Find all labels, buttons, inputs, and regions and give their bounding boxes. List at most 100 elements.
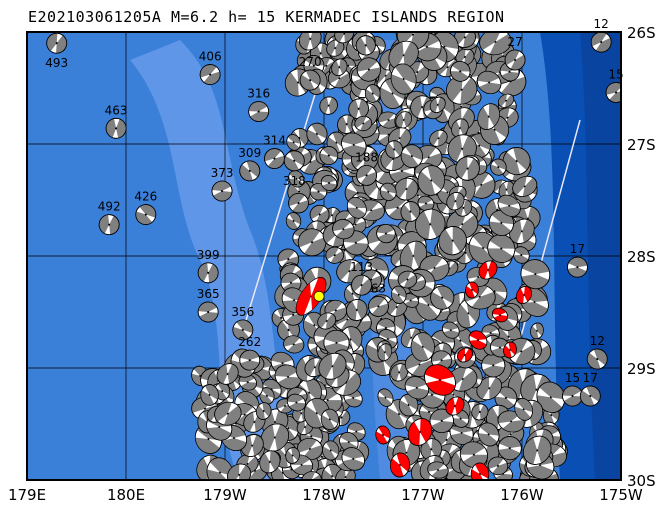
beachball [400, 201, 421, 223]
beachball [285, 212, 302, 230]
event-depth-label: 316 [247, 87, 270, 101]
beachball [283, 335, 305, 354]
beachball [356, 57, 381, 82]
beachball [309, 204, 330, 225]
beachball [477, 103, 500, 130]
event-depth-label: 188 [355, 150, 378, 164]
beachball [323, 329, 350, 356]
beachball [296, 437, 323, 461]
beachball [214, 401, 242, 426]
beachball [317, 312, 337, 330]
beachball [497, 436, 522, 461]
beachball [375, 425, 391, 445]
event-depth-label: 15 [565, 371, 580, 385]
beachball [465, 281, 479, 299]
beachball [478, 260, 498, 280]
event-depth-label: 373 [211, 166, 234, 180]
beachball [417, 195, 435, 212]
beachball [514, 397, 533, 421]
beachball [306, 122, 328, 146]
beachball [239, 160, 261, 182]
event-depth-label: 493 [45, 56, 68, 70]
beachball [446, 192, 465, 211]
beachball [586, 348, 608, 370]
beachball [404, 376, 429, 400]
beachball [429, 96, 446, 113]
beachball [504, 49, 526, 71]
beachball [283, 150, 305, 172]
beachball [259, 450, 281, 474]
beachball [385, 140, 403, 159]
beachball [410, 332, 435, 362]
beachball [494, 386, 518, 410]
event-depth-label: 309 [238, 146, 261, 160]
beachball [341, 447, 365, 471]
event-depth-label: 12 [594, 17, 609, 31]
beachball [216, 363, 239, 385]
event-depth-label: 314 [263, 134, 286, 148]
beachball [377, 388, 394, 407]
beachball [199, 64, 221, 85]
event-labels: 493 406 463 316 270 314 318 309 373 492 426 399 365 3… [45, 17, 623, 385]
beachball [487, 456, 509, 476]
beachball [319, 146, 339, 165]
beachball [197, 301, 219, 323]
event-depth-label: 270 [299, 55, 322, 69]
event-depth-label: 492 [98, 200, 121, 214]
beachball [488, 209, 514, 236]
lon-tick-label: 180E [107, 486, 145, 504]
beachball [248, 101, 270, 122]
event-depth-label: 63 [371, 281, 386, 295]
event-depth-label: 17 [570, 242, 585, 256]
beachball [417, 165, 445, 196]
beachball [320, 408, 339, 430]
event-depth-label: 356 [231, 305, 254, 319]
beachball [346, 299, 368, 321]
event-depth-label: 406 [199, 50, 222, 64]
beachball [536, 381, 566, 413]
beachball [377, 343, 393, 362]
lon-tick-label: 175W [599, 486, 643, 504]
beachball [388, 40, 419, 70]
event-depth-label: 113 [350, 260, 373, 274]
event-depth-label: 12 [590, 334, 605, 348]
beachball [476, 70, 502, 95]
beachball [450, 61, 471, 82]
beachball [471, 403, 489, 421]
beachball [238, 373, 257, 391]
lon-tick-label: 176W [500, 486, 544, 504]
beachball [355, 35, 376, 56]
event-depth-label: 318 [283, 174, 306, 188]
focal-mechanisms [46, 32, 621, 480]
beachball [398, 393, 419, 417]
beachball [459, 441, 488, 469]
beachball [445, 74, 478, 105]
map-title: E202103061205A M=6.2 h= 15 KERMADEC ISLA… [28, 8, 505, 26]
beachball [479, 32, 512, 56]
beachball [288, 170, 305, 188]
beachball [391, 285, 407, 304]
lon-tick-label: 178W [302, 486, 346, 504]
beachball [325, 246, 345, 264]
beachball [135, 204, 157, 225]
beachball [232, 319, 254, 341]
beachball [356, 164, 377, 186]
beachball [376, 223, 396, 244]
beachball [331, 58, 348, 76]
beachball [256, 402, 272, 420]
beachball [427, 461, 449, 479]
beachball [468, 330, 488, 350]
beachball [567, 256, 588, 278]
beachball [497, 93, 515, 108]
beachball [332, 219, 355, 240]
beachball [515, 286, 533, 304]
event-depth-label: 262 [238, 335, 261, 349]
event-depth-label: 463 [105, 103, 128, 117]
lat-tick-label: 28S [627, 248, 656, 266]
beachball [297, 228, 327, 257]
beachball [346, 197, 367, 219]
beachball [337, 114, 357, 134]
beachball [442, 321, 460, 339]
beachball [335, 467, 356, 480]
